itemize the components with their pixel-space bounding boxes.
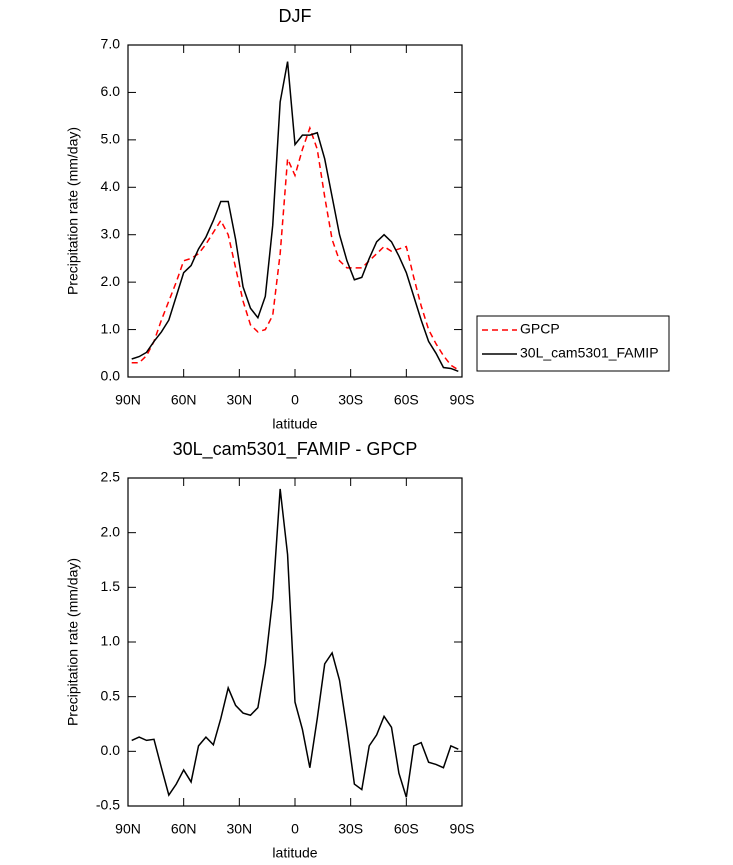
y-tick-label: 2.0	[101, 273, 121, 289]
x-tick-label: 90N	[115, 392, 141, 408]
y-tick-label: 4.0	[101, 178, 121, 194]
x-axis-label: latitude	[272, 845, 317, 861]
y-tick-label: 7.0	[101, 36, 121, 52]
legend-label: GPCP	[520, 321, 560, 337]
y-tick-label: 1.0	[101, 320, 121, 336]
x-tick-label: 60S	[394, 821, 419, 837]
y-tick-label: 2.5	[101, 469, 121, 485]
x-tick-label: 60S	[394, 392, 419, 408]
data-line	[131, 488, 459, 798]
data-line	[131, 125, 459, 371]
x-axis-label: latitude	[272, 416, 317, 432]
x-tick-label: 90N	[115, 821, 141, 837]
x-tick-label: 30N	[226, 821, 252, 837]
chart-title: 30L_cam5301_FAMIP - GPCP	[173, 439, 418, 460]
y-tick-label: 1.0	[101, 633, 121, 649]
x-tick-label: 30S	[338, 821, 363, 837]
x-tick-label: 0	[291, 821, 299, 837]
y-tick-label: 0.5	[101, 687, 121, 703]
y-tick-label: 3.0	[101, 225, 121, 241]
legend-label: 30L_cam5301_FAMIP	[520, 345, 659, 361]
plot-frame	[127, 477, 463, 807]
x-tick-label: 90S	[450, 821, 475, 837]
y-tick-label: 0.0	[101, 742, 121, 758]
y-tick-label: 2.0	[101, 523, 121, 539]
data-line	[131, 61, 459, 373]
y-tick-label: -0.5	[96, 797, 120, 813]
y-tick-label: 6.0	[101, 83, 121, 99]
legend-box	[476, 315, 670, 372]
y-axis-label: Precipitation rate (mm/day)	[65, 127, 81, 295]
y-tick-label: 0.0	[101, 368, 121, 384]
x-tick-label: 90S	[450, 392, 475, 408]
plot-frame	[127, 44, 463, 378]
x-tick-label: 60N	[171, 821, 197, 837]
x-tick-label: 60N	[171, 392, 197, 408]
x-tick-label: 30N	[226, 392, 252, 408]
x-tick-label: 0	[291, 392, 299, 408]
y-axis-label: Precipitation rate (mm/day)	[65, 558, 81, 726]
y-tick-label: 5.0	[101, 131, 121, 147]
y-tick-label: 1.5	[101, 578, 121, 594]
chart-title: DJF	[279, 6, 312, 26]
x-tick-label: 30S	[338, 392, 363, 408]
